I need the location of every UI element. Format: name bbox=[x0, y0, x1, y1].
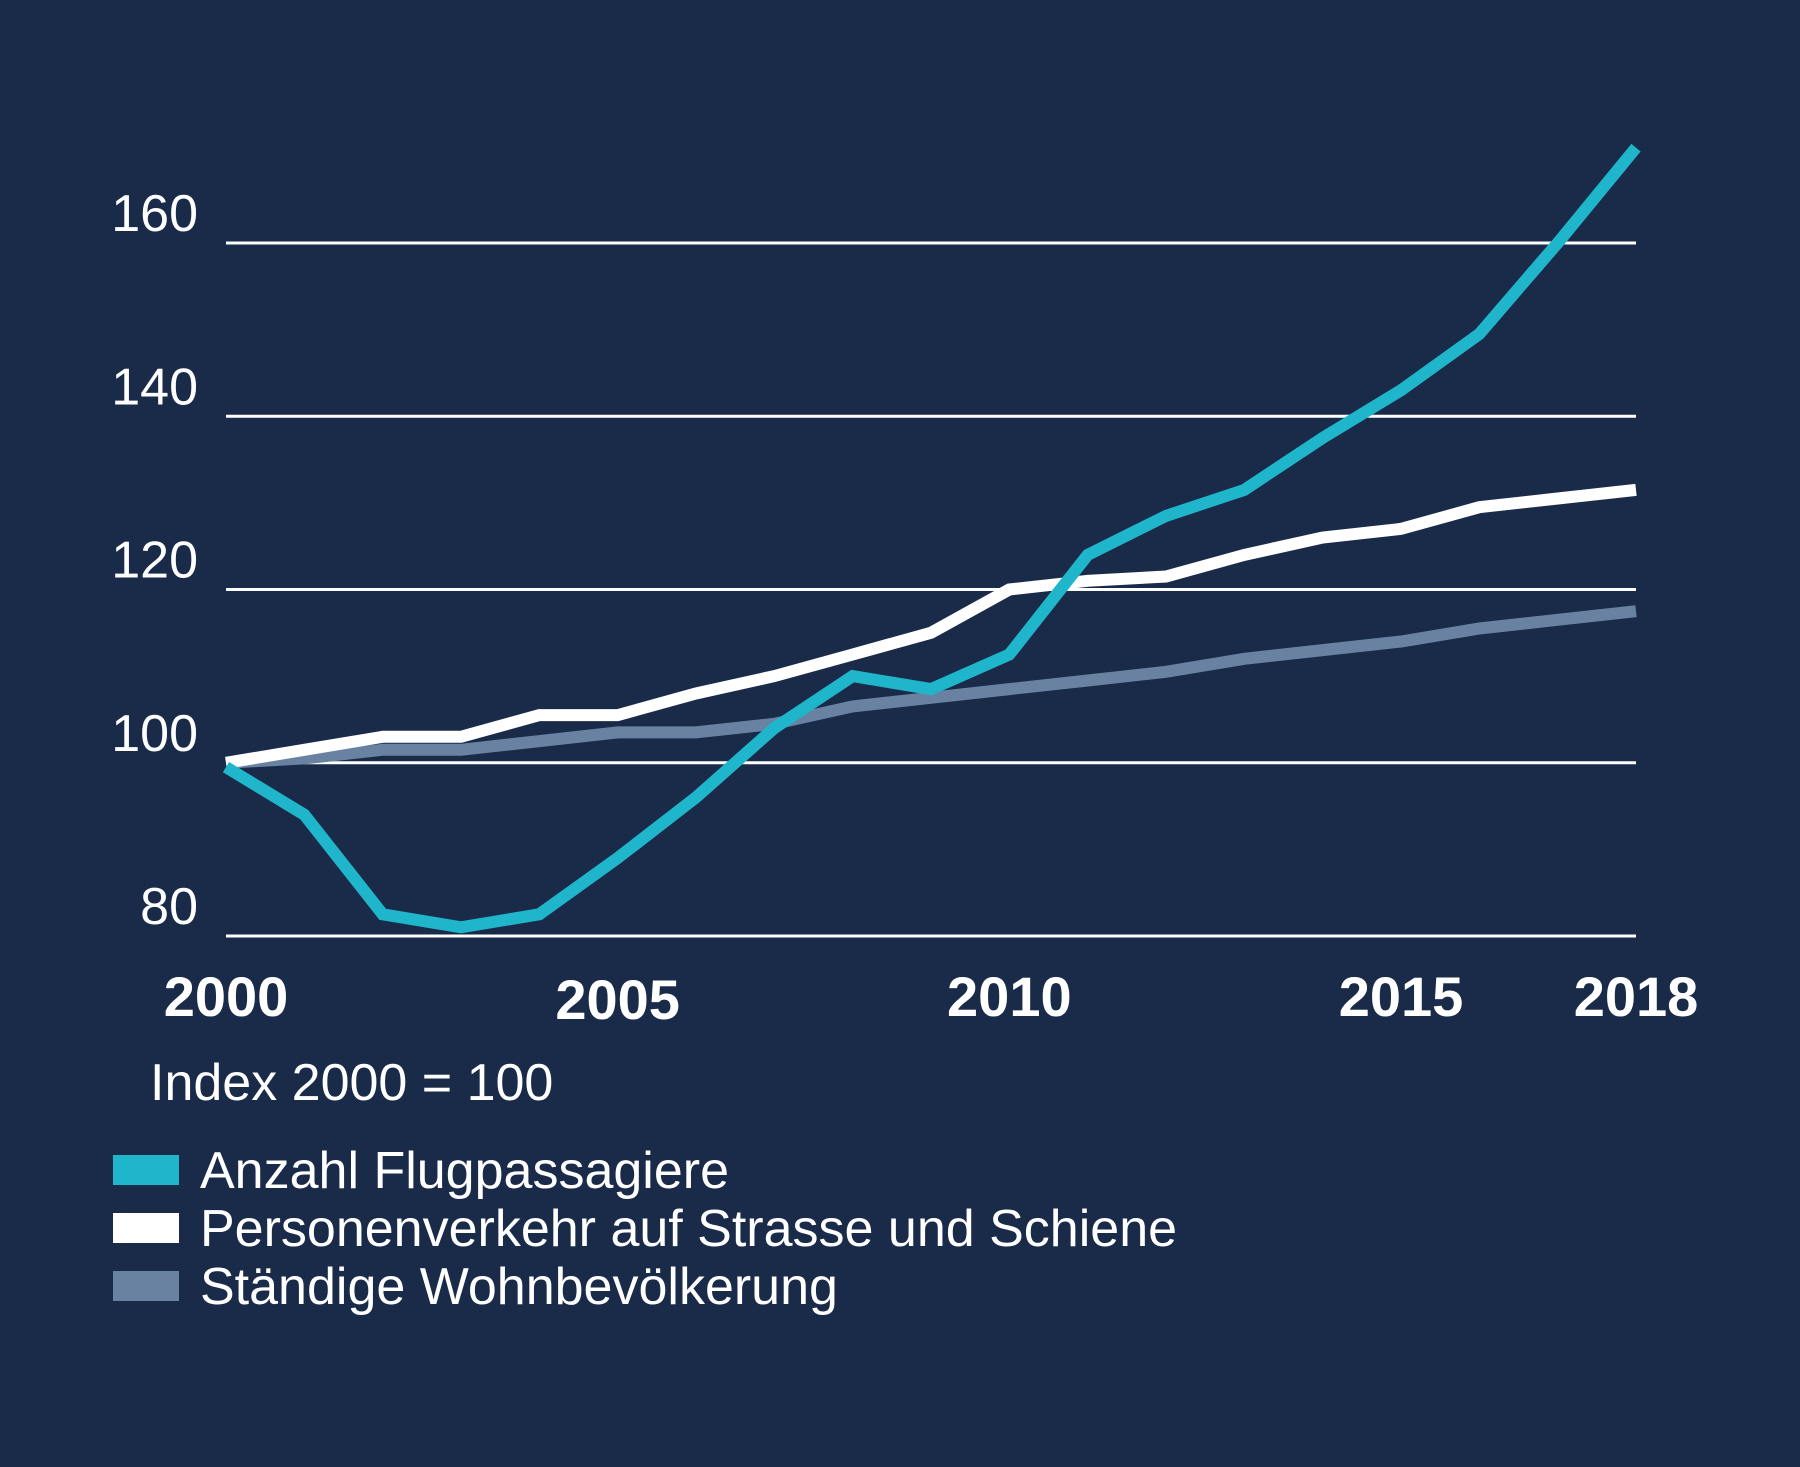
legend-label: Personenverkehr auf Strasse und Schiene bbox=[200, 1200, 1177, 1258]
legend-label: Anzahl Flugpassagiere bbox=[200, 1142, 729, 1200]
y-tick-label: 100 bbox=[111, 705, 198, 763]
x-tick-label: 2005 bbox=[555, 968, 680, 1031]
series-line-1 bbox=[222, 143, 1641, 934]
y-axis-ticks: 80 100 120 140 160 bbox=[111, 185, 198, 936]
y-tick-label: 80 bbox=[140, 878, 198, 936]
x-tick-label: 2018 bbox=[1574, 965, 1699, 1028]
x-axis-ticks: 2000 2005 2010 2015 2018 bbox=[164, 965, 1699, 1031]
x-tick-label: 2000 bbox=[164, 965, 289, 1028]
legend-swatch bbox=[113, 1271, 179, 1301]
legend-label: Ständige Wohnbevölkerung bbox=[200, 1258, 838, 1316]
series-line-3 bbox=[225, 605, 1637, 769]
gridlines bbox=[226, 241, 1636, 938]
y-tick-label: 160 bbox=[111, 185, 198, 243]
series-line-2 bbox=[225, 483, 1637, 769]
y-tick-label: 120 bbox=[111, 532, 198, 590]
legend-swatch bbox=[113, 1213, 179, 1243]
series-lines bbox=[222, 143, 1641, 934]
x-tick-label: 2010 bbox=[947, 965, 1072, 1028]
y-tick-label: 140 bbox=[111, 358, 198, 416]
legend-swatch bbox=[113, 1155, 179, 1185]
index-note: Index 2000 = 100 bbox=[150, 1054, 553, 1112]
x-tick-label: 2015 bbox=[1339, 965, 1464, 1028]
